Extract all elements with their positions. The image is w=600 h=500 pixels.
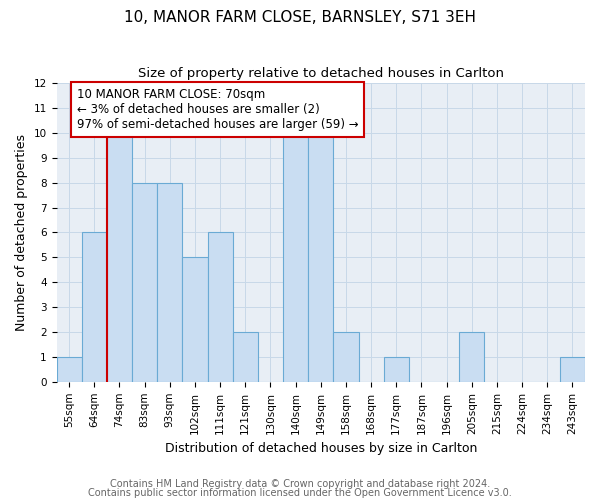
Bar: [82, 232, 107, 382]
Bar: [157, 182, 182, 382]
Bar: [132, 182, 157, 382]
Bar: [560, 357, 585, 382]
X-axis label: Distribution of detached houses by size in Carlton: Distribution of detached houses by size …: [164, 442, 477, 455]
Bar: [383, 357, 409, 382]
Bar: [56, 357, 82, 382]
Text: Contains public sector information licensed under the Open Government Licence v3: Contains public sector information licen…: [88, 488, 512, 498]
Y-axis label: Number of detached properties: Number of detached properties: [15, 134, 28, 331]
Title: Size of property relative to detached houses in Carlton: Size of property relative to detached ho…: [138, 68, 504, 80]
Bar: [283, 133, 308, 382]
Text: Contains HM Land Registry data © Crown copyright and database right 2024.: Contains HM Land Registry data © Crown c…: [110, 479, 490, 489]
Bar: [208, 232, 233, 382]
Bar: [107, 133, 132, 382]
Bar: [182, 258, 208, 382]
Text: 10, MANOR FARM CLOSE, BARNSLEY, S71 3EH: 10, MANOR FARM CLOSE, BARNSLEY, S71 3EH: [124, 10, 476, 25]
Bar: [308, 133, 334, 382]
Bar: [233, 332, 258, 382]
Bar: [459, 332, 484, 382]
Text: 10 MANOR FARM CLOSE: 70sqm
← 3% of detached houses are smaller (2)
97% of semi-d: 10 MANOR FARM CLOSE: 70sqm ← 3% of detac…: [77, 88, 358, 131]
Bar: [334, 332, 359, 382]
